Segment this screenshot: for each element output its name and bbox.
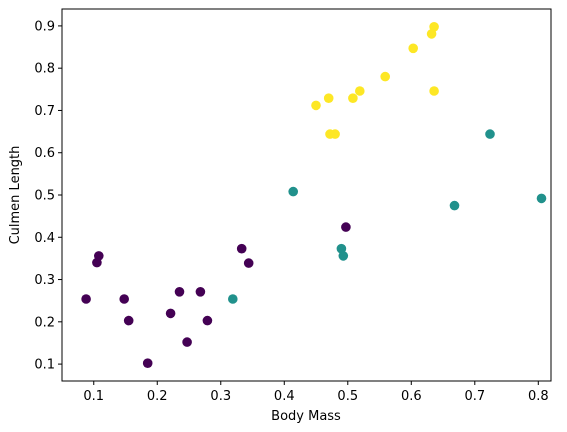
points-layer: [81, 22, 547, 369]
point-s2-1: [323, 93, 334, 103]
point-s0-12: [243, 258, 254, 268]
point-s0-11: [236, 243, 247, 254]
point-s1-1: [288, 186, 299, 197]
point-s0-6: [165, 308, 176, 319]
x-axis-label: Body Mass: [271, 409, 341, 424]
x-tick-label-7: 0.8: [528, 389, 549, 404]
y-tick-label-1: 0.2: [34, 315, 55, 330]
point-s2-4: [348, 93, 358, 103]
point-s2-9: [429, 22, 439, 32]
point-s0-7: [174, 287, 185, 297]
point-s0-0: [81, 294, 91, 304]
point-s1-5: [485, 129, 495, 139]
plot-frame: [61, 8, 552, 382]
point-s1-2: [336, 243, 347, 254]
point-s2-7: [408, 43, 419, 54]
point-s1-6: [536, 193, 547, 204]
point-s2-5: [355, 86, 365, 96]
point-s0-4: [123, 315, 134, 326]
x-tick-label-2: 0.3: [210, 389, 231, 404]
x-tick-label-1: 0.2: [147, 389, 168, 404]
point-s2-10: [429, 86, 439, 96]
y-tick-label-7: 0.8: [34, 62, 55, 77]
y-tick-label-6: 0.7: [34, 104, 55, 119]
y-axis: 0.1 0.2 0.3 0.4 0.5 0.6 0.7 0.8 0.9: [34, 19, 62, 373]
point-s2-3: [330, 129, 340, 139]
y-tick-label-3: 0.4: [34, 231, 55, 246]
y-axis-label: Culmen Length: [8, 146, 23, 245]
point-s0-9: [195, 287, 206, 297]
point-s1-3: [338, 251, 349, 261]
point-s0-13: [341, 222, 351, 232]
x-tick-label-0: 0.1: [83, 389, 104, 404]
y-tick-label-4: 0.5: [34, 189, 55, 204]
point-s0-3: [119, 294, 129, 304]
point-s2-0: [311, 100, 321, 111]
y-tick-label-0: 0.1: [34, 358, 55, 373]
point-s2-6: [380, 71, 391, 82]
point-s0-2: [94, 251, 104, 261]
point-s0-8: [182, 337, 192, 347]
y-tick-label-8: 0.9: [34, 19, 55, 34]
x-axis: 0.1 0.2 0.3 0.4 0.5 0.6 0.7 0.8: [83, 381, 549, 404]
point-s1-4: [449, 200, 460, 211]
point-s0-10: [202, 315, 213, 326]
point-s1-0: [228, 294, 238, 304]
y-tick-label-5: 0.6: [34, 146, 55, 161]
x-tick-label-3: 0.4: [274, 389, 295, 404]
x-tick-label-5: 0.6: [401, 389, 422, 404]
y-tick-label-2: 0.3: [34, 273, 55, 288]
point-s0-5: [142, 358, 153, 369]
x-tick-label-6: 0.7: [464, 389, 485, 404]
x-tick-label-4: 0.5: [337, 389, 358, 404]
